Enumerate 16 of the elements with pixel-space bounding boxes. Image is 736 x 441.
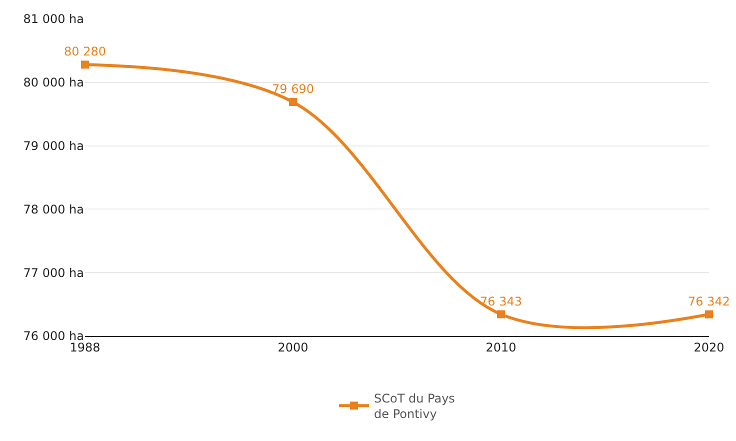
point [705, 310, 713, 318]
y-tick-label: 77 000 ha [23, 266, 84, 280]
y-tick-label: 80 000 ha [23, 76, 84, 90]
point [497, 310, 505, 318]
y-tick-label: 81 000 ha [23, 12, 84, 26]
x-tick-label: 2020 [694, 340, 724, 354]
y-tick-label: 78 000 ha [23, 202, 84, 216]
x-tick-label: 2010 [486, 340, 516, 354]
data-label: 76 342 [688, 294, 730, 308]
x-tick-label: 2000 [278, 340, 308, 354]
point [81, 60, 89, 69]
data-label: 79 690 [272, 82, 314, 96]
point [289, 98, 297, 106]
data-label: 80 280 [64, 44, 106, 59]
legend-label: SCoT du Pays de Pontivy [374, 392, 455, 422]
y-tick-label: 79 000 ha [23, 139, 84, 153]
